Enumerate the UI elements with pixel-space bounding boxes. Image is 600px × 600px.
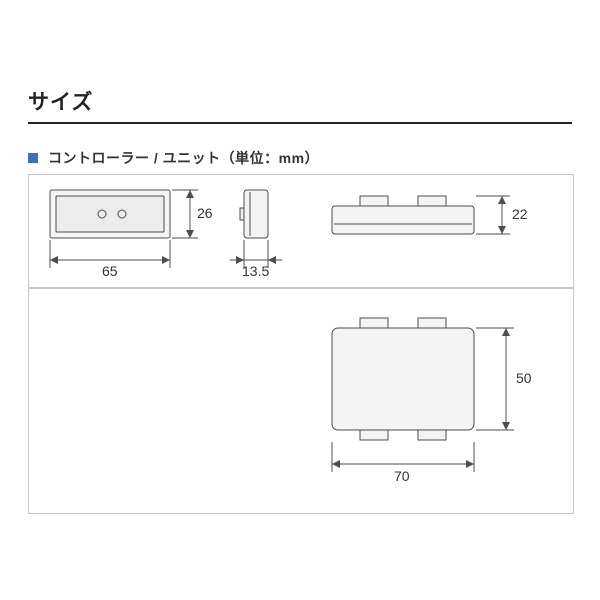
controller-side-view xyxy=(240,190,268,238)
controller-front-view xyxy=(50,190,170,238)
unit-top-width-label: 70 xyxy=(394,468,410,484)
unit-front-view xyxy=(332,196,474,234)
unit-top-depth-dim xyxy=(476,328,514,430)
controller-front-height-dim xyxy=(172,190,198,238)
unit-front-height-dim xyxy=(476,196,510,234)
controller-depth-label: 13.5 xyxy=(242,263,269,279)
page-root: サイズ コントローラー / ユニット（単位：mm） xyxy=(0,0,600,600)
unit-top-depth-label: 50 xyxy=(516,370,532,386)
technical-drawing-stage xyxy=(0,0,600,600)
controller-width-label: 65 xyxy=(102,263,118,279)
unit-top-view xyxy=(332,318,474,440)
unit-front-height-label: 22 xyxy=(512,206,528,222)
controller-height-label: 26 xyxy=(197,205,213,221)
